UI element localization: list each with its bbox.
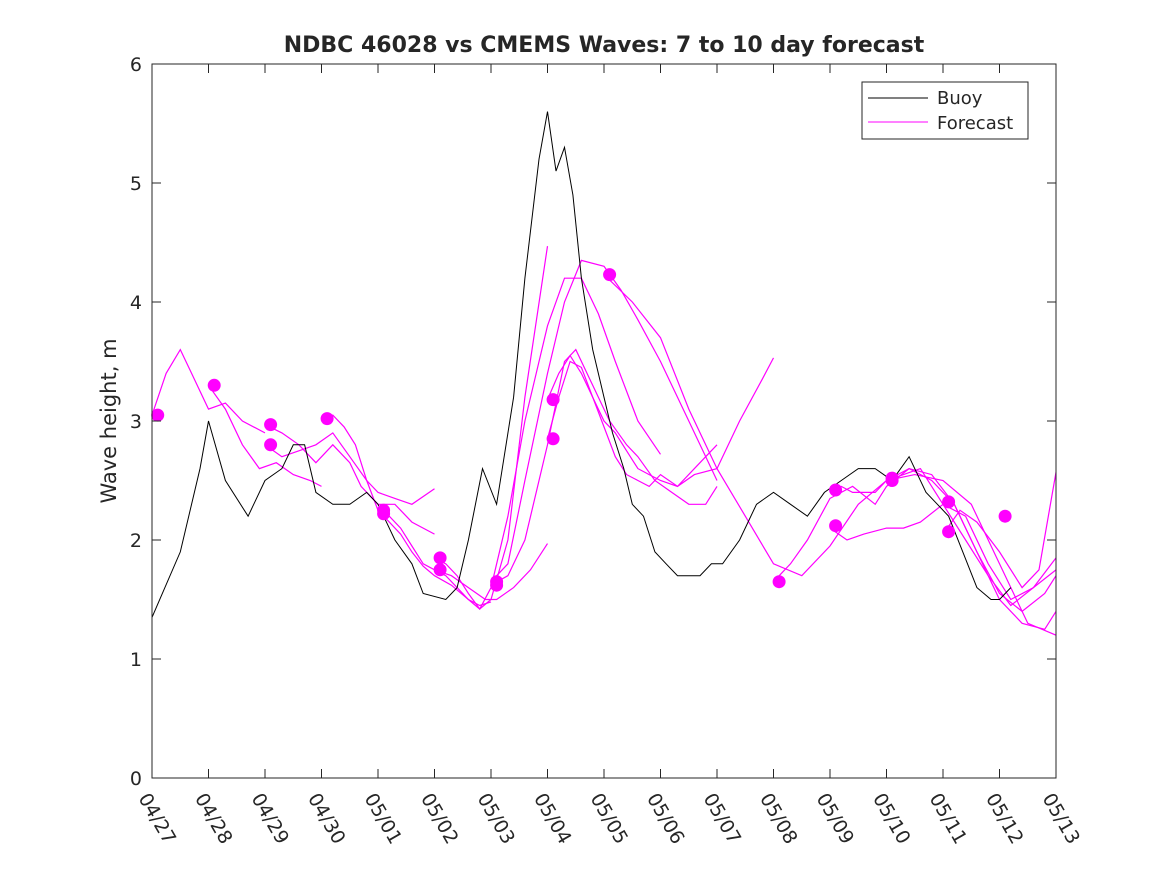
forecast-marker-point bbox=[942, 495, 956, 509]
y-tick-label: 3 bbox=[130, 411, 142, 433]
forecast-marker-point bbox=[546, 393, 560, 407]
x-tick-label: 05/05 bbox=[586, 790, 632, 848]
forecast-marker-point bbox=[320, 412, 334, 426]
forecast-line-18 bbox=[942, 472, 1056, 589]
plot-series-group bbox=[152, 111, 1056, 636]
x-tick-label: 05/13 bbox=[1038, 790, 1084, 848]
forecast-line-6 bbox=[377, 509, 549, 601]
forecast-line-11 bbox=[546, 354, 775, 488]
y-axis-label: Wave height, m bbox=[97, 338, 121, 503]
forecast-line-2 bbox=[208, 384, 322, 487]
x-tick-label: 05/07 bbox=[699, 790, 745, 848]
forecast-marker-point bbox=[885, 474, 899, 487]
forecast-marker-point bbox=[772, 575, 786, 589]
plot-area bbox=[151, 111, 1056, 636]
y-tick-label: 6 bbox=[130, 54, 142, 76]
forecast-line-1 bbox=[152, 348, 266, 434]
forecast-line-3 bbox=[264, 424, 435, 535]
forecast-marker-point bbox=[829, 483, 843, 497]
forecast-marker-point bbox=[151, 408, 165, 422]
legend-forecast-label: Forecast bbox=[937, 113, 1013, 134]
x-tick-label: 05/04 bbox=[529, 790, 575, 848]
forecast-marker-point bbox=[603, 268, 617, 282]
x-tick-label: 05/11 bbox=[925, 790, 971, 848]
forecast-marker-point bbox=[433, 563, 447, 577]
x-tick-label: 05/03 bbox=[473, 790, 519, 848]
forecast-line-12 bbox=[546, 360, 718, 488]
forecast-marker-point bbox=[942, 525, 956, 539]
forecast-marker-point bbox=[377, 507, 391, 521]
forecast-line-13 bbox=[603, 274, 1056, 636]
forecast-marker-point bbox=[264, 418, 278, 432]
x-tick-label: 05/10 bbox=[868, 790, 914, 848]
legend: Buoy Forecast bbox=[861, 81, 1029, 140]
forecast-marker-point bbox=[546, 432, 560, 446]
buoy-line bbox=[152, 111, 1012, 618]
forecast-marker-point bbox=[490, 578, 504, 592]
forecast-marker-point bbox=[433, 551, 447, 565]
forecast-line-4 bbox=[264, 432, 435, 505]
x-tick-label: 05/09 bbox=[812, 790, 858, 848]
x-tick-label: 05/12 bbox=[981, 790, 1027, 848]
forecast-line-10 bbox=[490, 348, 718, 586]
legend-buoy-label: Buoy bbox=[937, 88, 983, 109]
x-tick-label: 05/02 bbox=[416, 790, 462, 848]
y-tick-label: 4 bbox=[130, 292, 142, 314]
forecast-line-8 bbox=[434, 277, 661, 610]
x-tick-label: 04/29 bbox=[247, 790, 293, 848]
forecast-marker-point bbox=[829, 519, 843, 533]
y-tick-label: 0 bbox=[130, 768, 142, 790]
forecast-line-9 bbox=[490, 259, 718, 583]
x-tick-label: 04/30 bbox=[303, 790, 349, 848]
forecast-line-16 bbox=[829, 503, 1056, 601]
forecast-line-5 bbox=[321, 414, 492, 607]
x-tick-label: 04/27 bbox=[134, 790, 180, 848]
y-tick-label: 2 bbox=[130, 530, 142, 552]
x-tick-label: 04/28 bbox=[190, 790, 236, 848]
x-tick-label: 05/08 bbox=[755, 790, 801, 848]
forecast-marker-point bbox=[998, 509, 1012, 523]
forecast-line-7 bbox=[434, 246, 549, 610]
chart-title: NDBC 46028 vs CMEMS Waves: 7 to 10 day f… bbox=[284, 33, 925, 58]
x-tick-label: 05/06 bbox=[642, 790, 688, 848]
y-tick-label: 1 bbox=[130, 649, 142, 671]
forecast-line-15 bbox=[829, 467, 1056, 613]
x-tick-label: 05/01 bbox=[360, 790, 406, 848]
y-tick-label: 5 bbox=[130, 173, 142, 195]
legend-box bbox=[861, 81, 1029, 140]
forecast-line-17 bbox=[886, 467, 1056, 607]
forecast-marker-point bbox=[264, 438, 278, 452]
forecast-marker-point bbox=[207, 378, 221, 392]
